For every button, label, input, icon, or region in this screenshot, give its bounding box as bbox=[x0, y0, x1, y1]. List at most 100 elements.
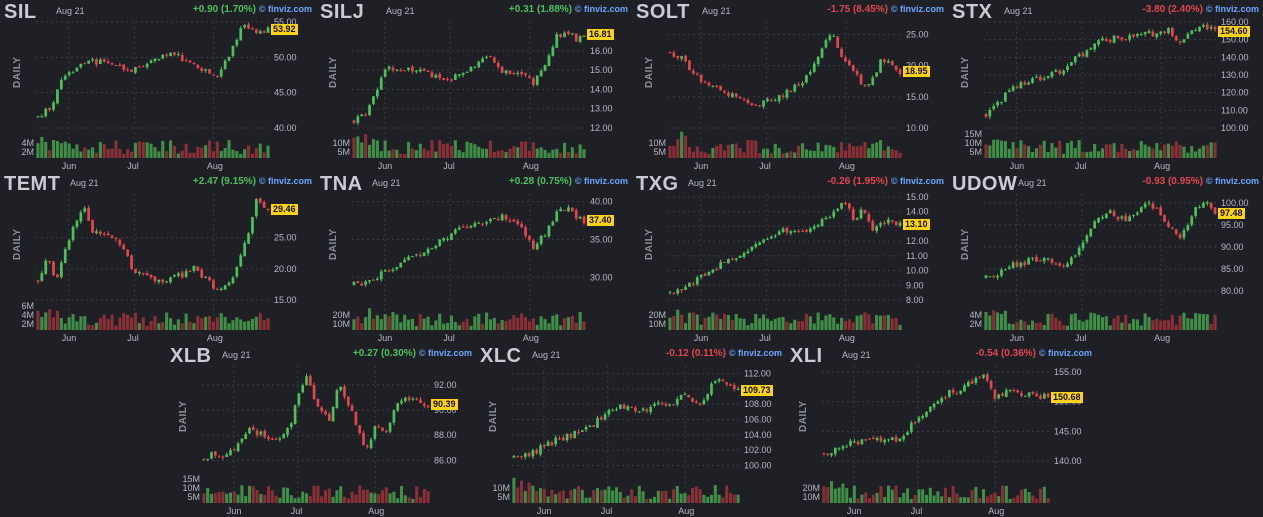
volume-bar bbox=[484, 312, 489, 330]
brand-logo[interactable]: © finviz.com bbox=[1205, 4, 1259, 14]
volume-bar bbox=[1046, 498, 1050, 503]
volume-bar bbox=[352, 137, 356, 158]
candle-body bbox=[399, 262, 403, 268]
volume-bar bbox=[734, 143, 738, 158]
y-tick-label: 16.00 bbox=[590, 46, 613, 56]
candle-body bbox=[379, 271, 383, 280]
ticker-symbol[interactable]: XLC bbox=[480, 345, 522, 367]
chart-panel-tna[interactable]: 40.00 35.00 30.00 Jun Jul Aug 20M 10M TNA Aug 21 +… bbox=[316, 172, 632, 344]
volume-bar bbox=[250, 318, 255, 330]
brand-logo[interactable]: © finviz.com bbox=[890, 4, 944, 14]
x-tick-label: Jun bbox=[1010, 161, 1025, 171]
ticker-symbol[interactable]: TXG bbox=[636, 173, 679, 195]
candle-body bbox=[773, 100, 777, 102]
candle-body bbox=[1178, 41, 1182, 43]
y-tick-label: 25.00 bbox=[274, 233, 297, 243]
brand-logo[interactable]: © finviz.com bbox=[574, 4, 628, 14]
volume-bar bbox=[1054, 147, 1058, 158]
candle-body bbox=[188, 60, 192, 63]
ticker-symbol[interactable]: XLB bbox=[170, 345, 212, 367]
brand-logo[interactable]: © finviz.com bbox=[258, 4, 312, 14]
ticker-symbol[interactable]: TEMT bbox=[4, 173, 61, 195]
candle-body bbox=[574, 210, 578, 219]
ticker-symbol[interactable]: XLI bbox=[790, 345, 823, 367]
volume-bar bbox=[836, 152, 840, 158]
chart-panel-temt[interactable]: 25.00 20.00 15.00 Jun Jul Aug 6M 4M 2M TEMT Aug 21… bbox=[0, 172, 316, 344]
volume-bar bbox=[660, 490, 664, 503]
candle-body bbox=[699, 74, 703, 82]
chart-panel-sil[interactable]: 55.00 50.00 45.00 40.00 Jun Jul Aug 4M 2M SIL Aug … bbox=[0, 0, 316, 172]
candle-body bbox=[134, 67, 137, 73]
candle-body bbox=[267, 436, 270, 439]
candle-body bbox=[254, 29, 258, 33]
volume-bar bbox=[327, 488, 331, 503]
ticker-symbol[interactable]: STX bbox=[952, 1, 993, 23]
ticker-symbol[interactable]: SIL bbox=[4, 1, 37, 23]
candle-body bbox=[184, 60, 188, 62]
ticker-symbol[interactable]: TNA bbox=[320, 173, 363, 195]
chart-panel-solt[interactable]: 25.0020.0015.0010.00JunJulAug10M5MSOLTAu… bbox=[632, 0, 948, 172]
volume-bar bbox=[457, 325, 461, 330]
volume-bar bbox=[1042, 140, 1046, 158]
volume-bar bbox=[285, 487, 290, 503]
candle-body bbox=[984, 113, 988, 117]
chart-panel-stx[interactable]: 160.00 150.00 140.00 130.00 120.00 110.00 100.… bbox=[948, 0, 1263, 172]
candle-body bbox=[887, 439, 890, 441]
candle-body bbox=[320, 407, 324, 412]
brand-logo[interactable]: © finviz.com bbox=[728, 348, 782, 358]
chart-panel-xlc[interactable]: 112.00110.00108.00106.00104.00102.00100.… bbox=[476, 344, 786, 517]
volume-bar bbox=[149, 143, 153, 158]
volume-bar bbox=[110, 314, 114, 330]
candle-body bbox=[91, 219, 94, 233]
volume-bar bbox=[867, 148, 871, 158]
candle-body bbox=[335, 390, 339, 409]
brand-logo[interactable]: © finviz.com bbox=[418, 348, 472, 358]
candle-body bbox=[1004, 390, 1008, 398]
candle-body bbox=[703, 81, 707, 83]
chart-panel-udow[interactable]: 100.00 95.00 90.00 85.00 80.00 Jun Jul Aug 4M 2M U… bbox=[948, 172, 1263, 344]
volume-bar bbox=[580, 489, 584, 503]
x-tick-label: Jun bbox=[62, 161, 77, 171]
candle-body bbox=[381, 427, 384, 431]
volume-bar bbox=[469, 142, 473, 158]
candle-body bbox=[675, 399, 679, 405]
volume-bar bbox=[734, 313, 738, 330]
candle-body bbox=[1015, 87, 1019, 89]
candle-body bbox=[293, 405, 297, 425]
volume-bar bbox=[703, 152, 707, 158]
candle-body bbox=[184, 271, 188, 277]
brand-logo[interactable]: © finviz.com bbox=[574, 176, 628, 186]
chart-panel-txg[interactable]: 15.0014.0013.0012.0011.0010.009.008.00Ju… bbox=[632, 172, 948, 344]
volume-bar bbox=[1035, 498, 1039, 503]
candle-body bbox=[247, 233, 250, 244]
candle-body bbox=[695, 277, 699, 285]
brand-logo[interactable]: © finviz.com bbox=[1038, 348, 1092, 358]
candle-body bbox=[372, 96, 375, 105]
date-label: Aug 21 bbox=[1018, 178, 1047, 188]
volume-bar bbox=[736, 494, 740, 503]
chart-panel-xlb[interactable]: 92.0090.0088.0086.00JunJulAug15M10M5MXLB… bbox=[166, 344, 476, 517]
volume-bar bbox=[403, 314, 407, 330]
chart-svg: 112.00110.00108.00106.00104.00102.00100.… bbox=[492, 366, 772, 516]
candle-body bbox=[36, 116, 40, 118]
volume-bar bbox=[531, 142, 535, 158]
brand-logo[interactable]: © finviz.com bbox=[890, 176, 944, 186]
candle-body bbox=[212, 74, 215, 76]
ticker-symbol[interactable]: SOLT bbox=[636, 1, 690, 23]
ticker-symbol[interactable]: SILJ bbox=[320, 1, 365, 23]
brand-logo[interactable]: © finviz.com bbox=[1205, 176, 1259, 186]
price-change: -3.80 (2.40%) bbox=[1142, 4, 1203, 15]
candle-body bbox=[974, 377, 978, 384]
volume-bar bbox=[645, 498, 649, 503]
ticker-symbol[interactable]: UDOW bbox=[952, 173, 1018, 195]
candle-body bbox=[1155, 207, 1159, 209]
volume-bar bbox=[750, 140, 754, 158]
volume-bar bbox=[516, 317, 520, 330]
volume-tick-label: 5M bbox=[337, 147, 350, 157]
chart-panel-xli[interactable]: 155.00150.00145.00140.00JunJulAug20M10MX… bbox=[786, 344, 1096, 517]
volume-bar bbox=[860, 494, 864, 503]
brand-logo[interactable]: © finviz.com bbox=[258, 176, 312, 186]
chart-panel-silj[interactable]: 16.00 15.00 14.00 13.00 12.00 Jun Jul Aug 10M 5M S… bbox=[316, 0, 632, 172]
candle-body bbox=[1073, 255, 1077, 257]
y-tick-label: 155.00 bbox=[1054, 367, 1082, 377]
